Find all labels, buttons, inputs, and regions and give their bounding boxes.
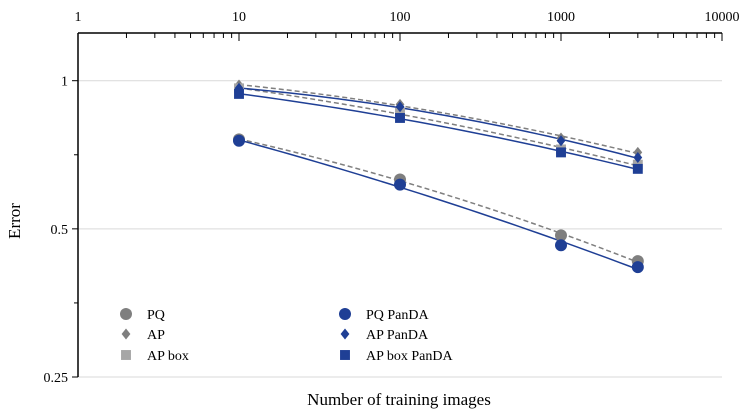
y-tick-label: 0.25 <box>44 371 69 386</box>
data-point <box>555 239 567 252</box>
legend-marker <box>121 350 131 360</box>
x-tick-label: 10000 <box>705 10 740 25</box>
legend-marker <box>340 328 350 340</box>
x-axis-ticks: 1 10 100 1000 10000 <box>75 10 740 41</box>
legend-label: AP box PanDA <box>366 349 453 364</box>
data-point <box>233 134 245 147</box>
y-tick-label: 1 <box>61 75 68 90</box>
fit-line-ap-box <box>238 87 639 167</box>
fit-line-pq-panda <box>238 139 639 271</box>
legend-marker <box>121 328 131 340</box>
data-point <box>394 178 406 191</box>
data-point <box>555 229 567 242</box>
x-tick-label: 1000 <box>547 10 575 25</box>
legend-marker <box>120 308 132 320</box>
data-point <box>556 135 566 147</box>
data-points <box>233 79 644 274</box>
fit-line-ap-box-panda <box>238 92 638 171</box>
x-tick-label: 1 <box>75 10 82 25</box>
legend-marker <box>339 308 351 320</box>
data-point <box>631 261 644 274</box>
fit-line-pq <box>238 138 639 263</box>
legend: PQ AP AP box PQ PanDA AP PanDA AP box PanDA <box>120 308 453 364</box>
y-axis-title: Error <box>5 203 24 239</box>
y-axis-ticks: 0.25 0.5 1 <box>44 75 78 386</box>
data-point <box>234 88 244 99</box>
legend-label: PQ <box>147 308 165 323</box>
legend-label: AP <box>147 328 165 343</box>
data-point <box>395 107 405 118</box>
data-point <box>395 113 405 123</box>
legend-label: AP box <box>147 349 189 364</box>
x-tick-label: 10 <box>232 10 246 25</box>
x-axis-title: Number of training images <box>307 390 491 409</box>
legend-label: PQ PanDA <box>366 308 430 323</box>
data-point <box>556 147 566 158</box>
x-tick-label: 100 <box>390 10 411 25</box>
legend-label: AP PanDA <box>366 328 429 343</box>
fit-line-ap <box>238 83 638 155</box>
data-point <box>632 163 643 174</box>
legend-marker <box>340 350 350 360</box>
data-point <box>633 152 643 164</box>
fit-lines <box>238 83 639 271</box>
data-point <box>395 101 405 113</box>
y-tick-label: 0.5 <box>51 223 69 238</box>
grid <box>78 80 722 378</box>
fit-line-ap-panda <box>238 87 639 160</box>
